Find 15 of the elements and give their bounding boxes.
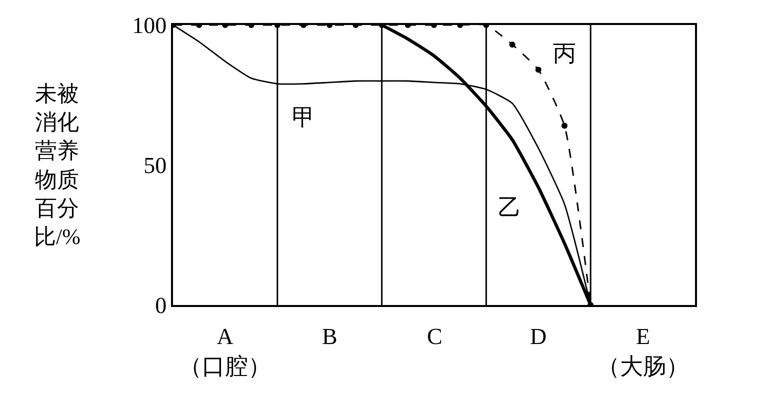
y-tick-label: 0 bbox=[155, 293, 167, 318]
y-axis-title: 未被消化营养物质百分比/% bbox=[34, 81, 80, 249]
annotation: 丙 bbox=[553, 41, 576, 66]
text: C bbox=[427, 324, 442, 349]
annotation: 乙 bbox=[498, 195, 521, 220]
point bbox=[509, 42, 516, 48]
text: E （大肠） bbox=[597, 324, 689, 379]
text: B bbox=[322, 324, 338, 349]
annotation: 甲 bbox=[292, 105, 315, 130]
text: D bbox=[530, 324, 547, 349]
point bbox=[562, 122, 568, 129]
y-tick-label: 50 bbox=[144, 153, 167, 178]
text: A （口腔） bbox=[179, 324, 271, 379]
point bbox=[535, 66, 542, 73]
y-tick-label: 100 bbox=[132, 13, 167, 38]
